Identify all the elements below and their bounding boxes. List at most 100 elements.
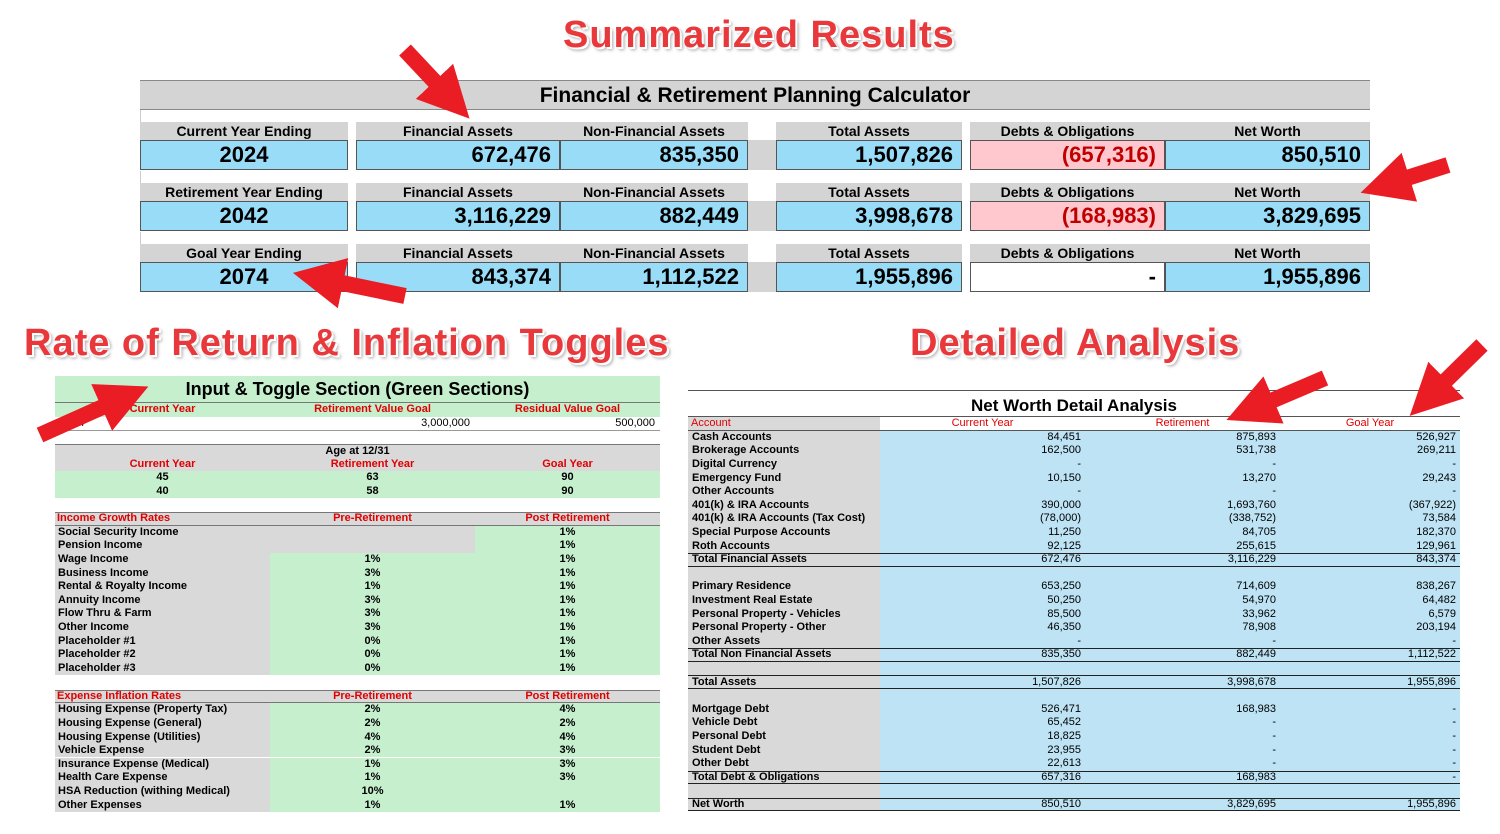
account-value: - bbox=[1280, 743, 1460, 757]
account-value: 11,250 bbox=[880, 525, 1085, 540]
summary-label: Net Worth bbox=[1165, 244, 1370, 262]
account-value: (338,752) bbox=[1085, 512, 1280, 526]
summary-value: 1,955,896 bbox=[1165, 262, 1370, 292]
account-value: 50,250 bbox=[880, 593, 1085, 608]
account-value: 1,955,896 bbox=[1280, 797, 1460, 812]
row-label: Vehicle Expense bbox=[55, 743, 270, 758]
rate-value: 1% bbox=[475, 566, 660, 580]
column-header: Pre-Retirement bbox=[270, 689, 475, 704]
row-label: Placeholder #2 bbox=[55, 648, 270, 662]
summary-label: Retirement Year Ending bbox=[140, 183, 348, 201]
account-value: - bbox=[1085, 716, 1280, 730]
account-value: 168,983 bbox=[1085, 702, 1280, 717]
rate-value: 3% bbox=[270, 620, 475, 635]
account-value: 390,000 bbox=[880, 498, 1085, 513]
account-value: 85,500 bbox=[880, 607, 1085, 621]
column-header: Account bbox=[688, 417, 880, 431]
account-value: 33,962 bbox=[1085, 607, 1280, 621]
spacer bbox=[688, 784, 880, 798]
account-name: Investment Real Estate bbox=[688, 593, 880, 608]
account-value: 92,125 bbox=[880, 539, 1085, 553]
age-value: 90 bbox=[475, 471, 660, 485]
row-label: Placeholder #3 bbox=[55, 661, 270, 676]
row-label: Other Income bbox=[55, 620, 270, 635]
input-value: 500,000 bbox=[475, 417, 660, 431]
account-value: 875,893 bbox=[1085, 430, 1280, 445]
detail-title: Net Worth Detail Analysis bbox=[688, 395, 1460, 417]
rate-value: 3% bbox=[475, 743, 660, 758]
rate-value: 1% bbox=[270, 580, 475, 594]
account-name: Total Financial Assets bbox=[688, 553, 880, 567]
rate-value: 1% bbox=[270, 757, 475, 772]
summary-label: Debts & Obligations bbox=[970, 183, 1165, 201]
account-name: Emergency Fund bbox=[688, 471, 880, 485]
account-value: 13,270 bbox=[1085, 471, 1280, 485]
summary-value: 3,829,695 bbox=[1165, 201, 1370, 231]
account-value: - bbox=[880, 634, 1085, 649]
age-value: 40 bbox=[55, 484, 270, 499]
column-header: Current Year bbox=[880, 417, 1085, 431]
column-header: Post Retirement bbox=[475, 689, 660, 704]
rate-value: 10% bbox=[270, 784, 475, 799]
column-header: Residual Value Goal bbox=[475, 403, 660, 417]
rate-value: 0% bbox=[270, 648, 475, 662]
summary-value: 3,116,229 bbox=[356, 201, 560, 231]
summary-label: Non-Financial Assets bbox=[560, 244, 748, 262]
account-value: 78,908 bbox=[1085, 621, 1280, 635]
account-value: - bbox=[1085, 485, 1280, 499]
account-value: - bbox=[1085, 729, 1280, 744]
account-value: - bbox=[1280, 770, 1460, 785]
account-value: 1,112,522 bbox=[1280, 648, 1460, 662]
column-header: Income Growth Rates bbox=[55, 512, 270, 526]
column-header: Goal Year bbox=[1280, 417, 1460, 431]
account-value: - bbox=[1280, 757, 1460, 771]
arrow bbox=[36, 384, 149, 443]
row-label: HSA Reduction (withing Medical) bbox=[55, 784, 270, 799]
summary-label: Financial Assets bbox=[356, 122, 560, 140]
account-value: 46,350 bbox=[880, 621, 1085, 635]
rate-value: 0% bbox=[270, 661, 475, 676]
rate-value: 3% bbox=[270, 566, 475, 580]
account-value: 162,500 bbox=[880, 444, 1085, 458]
heading: Summarized Results bbox=[563, 14, 955, 56]
account-value: 653,250 bbox=[880, 580, 1085, 594]
account-value: - bbox=[1085, 743, 1280, 757]
age-value: 63 bbox=[270, 471, 475, 485]
account-value: 657,316 bbox=[880, 770, 1085, 785]
account-value: 182,370 bbox=[1280, 525, 1460, 540]
rate-value: 4% bbox=[270, 730, 475, 744]
account-value: 672,476 bbox=[880, 553, 1085, 567]
account-value: 84,705 bbox=[1085, 525, 1280, 540]
rate-value: 1% bbox=[475, 525, 660, 540]
arrow bbox=[1226, 370, 1329, 424]
summary-label: Non-Financial Assets bbox=[560, 183, 748, 201]
account-name: Mortgage Debt bbox=[688, 702, 880, 717]
summary-value: 850,510 bbox=[1165, 140, 1370, 170]
account-value: 168,983 bbox=[1085, 770, 1280, 785]
account-value: - bbox=[1280, 729, 1460, 744]
account-value: 850,510 bbox=[880, 797, 1085, 812]
spacer bbox=[688, 390, 1460, 395]
account-name: Special Purpose Accounts bbox=[688, 525, 880, 540]
summary-label: Total Assets bbox=[776, 122, 962, 140]
account-name: Total Non Financial Assets bbox=[688, 648, 880, 662]
rate-value: 1% bbox=[475, 634, 660, 648]
summary-label: Net Worth bbox=[1165, 183, 1370, 201]
account-name: Vehicle Debt bbox=[688, 716, 880, 730]
account-value: 1,507,826 bbox=[880, 675, 1085, 689]
account-name: Total Assets bbox=[688, 675, 880, 689]
account-value: - bbox=[1280, 716, 1460, 730]
account-value: - bbox=[880, 457, 1085, 472]
account-name: Personal Debt bbox=[688, 729, 880, 744]
summary-value: 2024 bbox=[140, 140, 348, 170]
empty-cell bbox=[475, 784, 660, 799]
summary-value: 882,449 bbox=[560, 201, 748, 231]
spacer bbox=[880, 661, 1460, 676]
summary-value: (168,983) bbox=[970, 201, 1165, 231]
spacer bbox=[688, 566, 880, 581]
account-value: 29,243 bbox=[1280, 471, 1460, 485]
arrow bbox=[399, 44, 470, 119]
account-value: (367,922) bbox=[1280, 498, 1460, 513]
account-value: - bbox=[1085, 757, 1280, 771]
